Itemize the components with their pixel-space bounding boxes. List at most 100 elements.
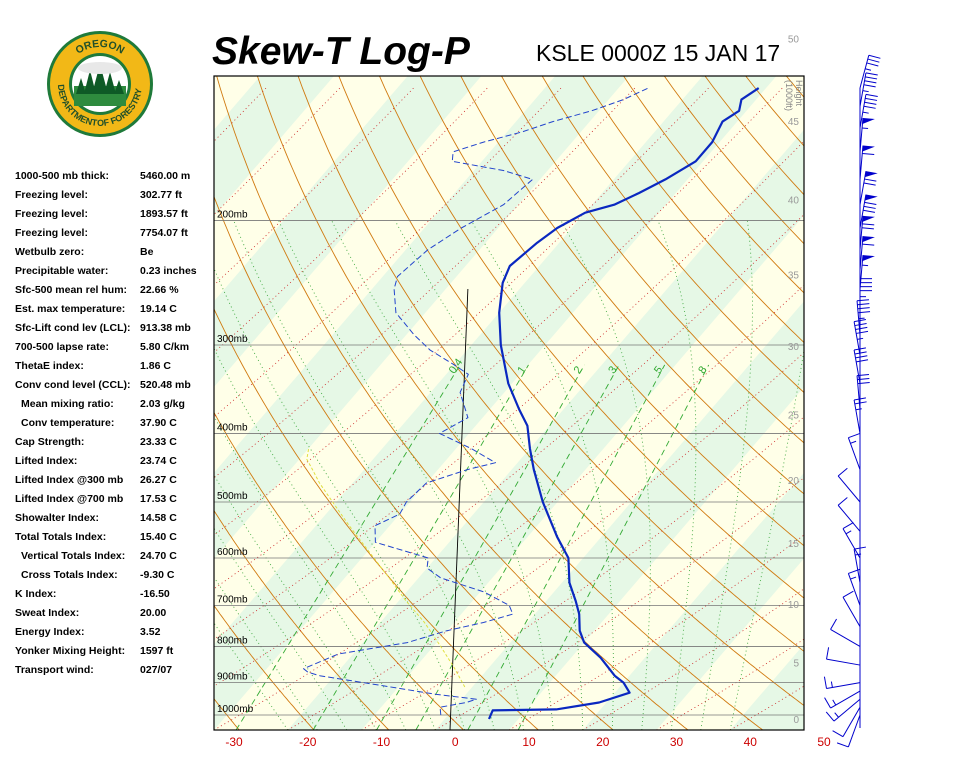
dry-adiabat [541, 76, 804, 394]
wind-barb-flag [865, 72, 878, 76]
wind-barb-flag [865, 97, 878, 101]
height-axis-title: Height [794, 80, 804, 107]
height-guide-line [508, 534, 804, 730]
moist-adiabat [394, 220, 584, 730]
wind-barb-shaft [859, 117, 864, 152]
wind-barb-pennant [862, 145, 875, 152]
x-tick-label: 50 [817, 735, 831, 749]
stability-indices-list: 1000-500 mb thick: 5460.00 m Freezing leve… [15, 168, 215, 681]
index-value: 913.38 mb [140, 322, 191, 334]
x-tick-label: 30 [670, 735, 684, 749]
index-row: Conv temperature: 37.90 C [15, 415, 215, 434]
index-value: 1893.57 ft [140, 208, 188, 220]
wind-barb-flag [865, 93, 878, 97]
moist-adiabat [214, 347, 436, 730]
wind-barb-half-flag [862, 90, 869, 93]
pressure-label: 700mb [217, 594, 248, 605]
dry-adiabat [214, 195, 614, 730]
wind-barb-flag [854, 319, 867, 323]
index-row: Freezing level: 7754.07 ft [15, 225, 215, 244]
height-guide-line [214, 87, 783, 590]
wind-barb-shaft [859, 55, 870, 89]
height-tick-label: 0 [793, 715, 799, 726]
wind-barb-flag [830, 618, 837, 630]
index-value: 5.80 C/km [140, 341, 190, 353]
wind-barb-flag [826, 647, 830, 660]
svg-text:OREGON: OREGON [74, 38, 127, 57]
wind-barb [832, 706, 861, 738]
x-tick-label: -30 [225, 735, 243, 749]
wind-barb-flag [863, 205, 876, 209]
index-label: Est. max temperature: [15, 303, 126, 315]
height-tick-label: 25 [788, 410, 800, 421]
dry-adiabat [216, 76, 689, 730]
index-row: ThetaE index: 1.86 C [15, 358, 215, 377]
wind-barb [842, 522, 861, 559]
index-row: Lifted Index: 23.74 C [15, 453, 215, 472]
reference-line [449, 288, 469, 730]
wind-barb-shaft [837, 475, 861, 503]
moist-adiabat [214, 267, 466, 730]
index-value: 14.58 C [140, 512, 177, 524]
wind-barb [859, 194, 878, 229]
index-row: Total Totals Index: 15.40 C [15, 529, 215, 548]
dry-adiabat [214, 698, 240, 730]
wind-barb-flag [824, 697, 831, 709]
wind-barb-flag [867, 58, 880, 63]
wind-barb-half-flag [862, 111, 869, 114]
index-label: Wetbulb zero: [15, 246, 85, 258]
wind-barb [825, 698, 861, 722]
index-row: Precipitable water: 0.23 inches [15, 263, 215, 282]
wind-barb-shaft [859, 72, 867, 107]
index-label: 700-500 lapse rate: [15, 341, 109, 353]
wind-barb-flag [863, 84, 876, 88]
pressure-label: 900mb [217, 672, 248, 683]
wind-barb-flag [837, 467, 848, 477]
index-row: Est. max temperature: 19.14 C [15, 301, 215, 320]
index-row: Freezing level: 302.77 ft [15, 187, 215, 206]
index-label: Yonker Mixing Height: [15, 645, 126, 657]
moist-adiabat [560, 220, 651, 730]
wind-barb-pennant [862, 215, 875, 222]
wind-barb [853, 347, 869, 384]
moist-adiabat [331, 220, 554, 730]
isotherm-band [214, 76, 777, 730]
wind-barb [859, 93, 878, 128]
index-label: Freezing level: [15, 227, 88, 239]
index-value: 15.40 C [140, 531, 177, 543]
height-tick-label: 10 [788, 600, 800, 611]
index-label: Lifted Index @300 mb [15, 474, 124, 486]
index-value: 3.52 [140, 626, 161, 638]
wind-barb [859, 278, 872, 313]
wind-barb [859, 171, 878, 205]
wind-barb-flag [864, 178, 877, 182]
mixing-ratio-label: 1 [515, 364, 528, 376]
wind-barb-flag [863, 209, 876, 213]
isotherm-band [435, 301, 804, 730]
wind-barb-half-flag [865, 68, 872, 71]
mixing-ratio-label: 8 [696, 364, 709, 376]
index-row: 1000-500 mb thick: 5460.00 m [15, 168, 215, 187]
wind-barb-flag [861, 227, 874, 230]
index-label: Conv cond level (CCL): [15, 379, 131, 391]
pressure-label: 500mb [217, 491, 248, 502]
wind-barb-flag [856, 299, 870, 302]
index-row: Sfc-500 mean rel hum: 22.66 % [15, 282, 215, 301]
wind-barb-flag [862, 243, 875, 246]
pressure-label: 600mb [217, 547, 248, 558]
isotherm-band [214, 76, 482, 387]
wind-barb-flag [854, 401, 867, 405]
wind-barb-flag [855, 355, 868, 359]
isotherm-band [582, 472, 804, 730]
index-value: 23.33 C [140, 436, 177, 448]
wind-barb-flag [854, 347, 867, 351]
wind-barb-half-flag [830, 681, 833, 688]
index-label: Lifted Index @700 mb [15, 493, 124, 505]
pressure-label: 300mb [217, 334, 248, 345]
wind-barb-flag [854, 351, 867, 355]
mixing-ratio-line [517, 364, 710, 730]
index-row: Energy Index: 3.52 [15, 624, 215, 643]
wind-barb-flag [854, 546, 867, 550]
index-value: 17.53 C [140, 493, 177, 505]
wind-barb-flag [854, 397, 867, 401]
